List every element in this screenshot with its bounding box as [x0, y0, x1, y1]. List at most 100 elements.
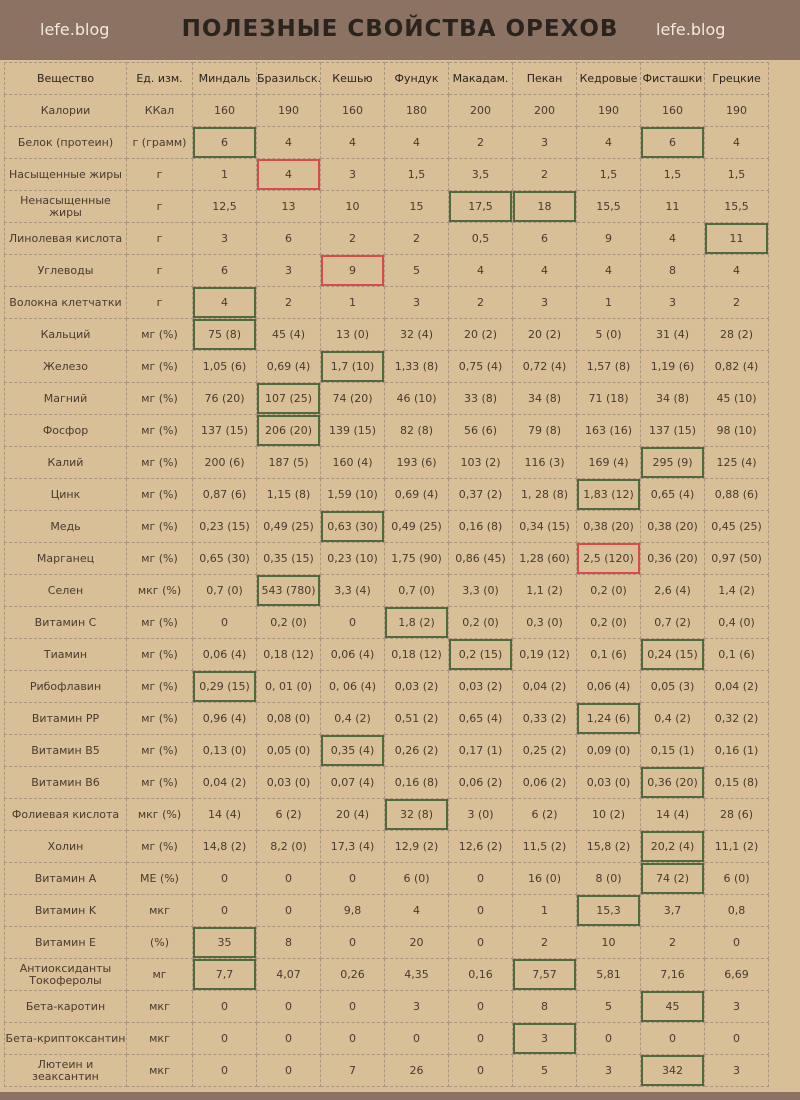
value-cell: 0,36 (20) [640, 766, 705, 799]
value-cell: 12,6 (2) [448, 830, 513, 863]
value-cell: 0,1 (6) [704, 638, 769, 671]
value-cell: 0,49 (25) [384, 510, 449, 543]
value-cell: 139 (15) [320, 414, 385, 447]
value-cell: 0,38 (20) [576, 510, 641, 543]
row-name: Железо [4, 350, 127, 383]
row-name: Рибофлавин [4, 670, 127, 703]
value-cell: 0 [256, 990, 321, 1023]
row-name: Лютеин и зеаксантин [4, 1054, 127, 1087]
value-cell: 0 [448, 1054, 513, 1087]
value-cell: 20 (2) [448, 318, 513, 351]
value-cell: 0 [640, 1022, 705, 1055]
value-cell: 1,24 (6) [576, 702, 641, 735]
unit: мкг [126, 990, 193, 1023]
value-cell: 56 (6) [448, 414, 513, 447]
value-cell: 2 [512, 158, 577, 191]
column-header: Вещество [4, 62, 127, 95]
value-cell: 5 (0) [576, 318, 641, 351]
value-cell: 0,06 (4) [320, 638, 385, 671]
value-cell: 1,28 (60) [512, 542, 577, 575]
table-row: Тиамин мг (%) 0,06 (4) 0,18 (12) 0,06 (4) 0,1… [4, 638, 769, 671]
value-cell: 1,5 [640, 158, 705, 191]
value-cell: 4 [448, 254, 513, 287]
value-cell: 3 (0) [448, 798, 513, 831]
value-cell: 3,3 (4) [320, 574, 385, 607]
value-cell: 0,45 (25) [704, 510, 769, 543]
value-cell: 0,04 (2) [512, 670, 577, 703]
value-cell: 4 [576, 254, 641, 287]
value-cell: 32 (4) [384, 318, 449, 351]
value-cell: 0,06 (4) [192, 638, 257, 671]
unit: г [126, 254, 193, 287]
unit: г [126, 286, 193, 319]
value-cell: 11 [640, 190, 705, 223]
value-cell: 0,06 (4) [576, 670, 641, 703]
value-cell: 8,2 (0) [256, 830, 321, 863]
value-cell: 0,97 (50) [704, 542, 769, 575]
unit: (%) [126, 926, 193, 959]
value-cell: 4 [192, 286, 257, 319]
row-name: Волокна клетчатки [4, 286, 127, 319]
value-cell: 0,09 (0) [576, 734, 641, 767]
footer-bar [0, 1092, 800, 1100]
column-header: Кешью [320, 62, 385, 95]
value-cell: 4 [576, 126, 641, 159]
value-cell: 0,3 (0) [512, 606, 577, 639]
value-cell: 0,08 (0) [256, 702, 321, 735]
value-cell: 5 [576, 990, 641, 1023]
value-cell: 0,65 (4) [448, 702, 513, 735]
value-cell: 13 [256, 190, 321, 223]
value-cell: 0,37 (2) [448, 478, 513, 511]
value-cell: 0 [448, 894, 513, 927]
value-cell: 160 [320, 94, 385, 127]
column-header: Фундук [384, 62, 449, 95]
value-cell: 0,51 (2) [384, 702, 449, 735]
value-cell: 20 (4) [320, 798, 385, 831]
value-cell: 4 [256, 158, 321, 191]
table-row: Калий мг (%) 200 (6) 187 (5) 160 (4) 193 (6) 1… [4, 446, 769, 479]
value-cell: 6 [192, 126, 257, 159]
value-cell: 0,5 [448, 222, 513, 255]
value-cell: 17,3 (4) [320, 830, 385, 863]
value-cell: 1 [576, 286, 641, 319]
value-cell: 12,5 [192, 190, 257, 223]
value-cell: 0 [192, 1054, 257, 1087]
value-cell: 187 (5) [256, 446, 321, 479]
value-cell: 137 (15) [640, 414, 705, 447]
row-name: Витамин E [4, 926, 127, 959]
value-cell: 4,07 [256, 958, 321, 991]
value-cell: 193 (6) [384, 446, 449, 479]
value-cell: 0,04 (2) [192, 766, 257, 799]
value-cell: 0,07 (4) [320, 766, 385, 799]
value-cell: 1,19 (6) [640, 350, 705, 383]
value-cell: 3 [512, 286, 577, 319]
value-cell: 3 [384, 990, 449, 1023]
value-cell: 28 (2) [704, 318, 769, 351]
value-cell: 0,03 (2) [448, 670, 513, 703]
row-name: Магний [4, 382, 127, 415]
value-cell: 15,5 [704, 190, 769, 223]
value-cell: 1,75 (90) [384, 542, 449, 575]
value-cell: 2,5 (120) [576, 542, 641, 575]
value-cell: 0,03 (0) [256, 766, 321, 799]
value-cell: 0,35 (4) [320, 734, 385, 767]
value-cell: 0,49 (25) [256, 510, 321, 543]
unit: мг (%) [126, 414, 193, 447]
value-cell: 1,15 (8) [256, 478, 321, 511]
value-cell: 2 [256, 286, 321, 319]
value-cell: 14 (4) [640, 798, 705, 831]
value-cell: 0,82 (4) [704, 350, 769, 383]
value-cell: 1 [320, 286, 385, 319]
value-cell: 0,25 (2) [512, 734, 577, 767]
value-cell: 0,8 [704, 894, 769, 927]
value-cell: 0 [192, 894, 257, 927]
value-cell: 6 (2) [256, 798, 321, 831]
value-cell: 2 [704, 286, 769, 319]
value-cell: 15,3 [576, 894, 641, 927]
unit: ККал [126, 94, 193, 127]
value-cell: 0,2 (0) [576, 574, 641, 607]
value-cell: 1 [512, 894, 577, 927]
value-cell: 342 [640, 1054, 705, 1087]
column-header: Бразильск. [256, 62, 321, 95]
row-name: Тиамин [4, 638, 127, 671]
